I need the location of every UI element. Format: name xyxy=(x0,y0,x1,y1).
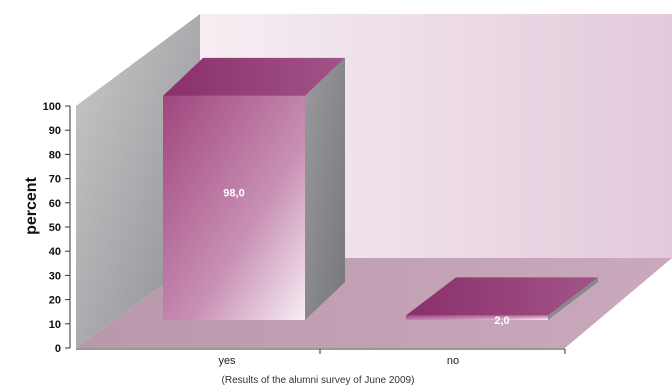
bar-side-face xyxy=(548,277,598,320)
y-tick-label: 10 xyxy=(49,319,61,331)
y-tick-label: 90 xyxy=(49,125,61,137)
chart-caption: (Results of the alumni survey of June 20… xyxy=(222,375,415,386)
x-tick-label: no xyxy=(447,355,459,367)
y-tick-label: 0 xyxy=(55,343,61,355)
bar-top-face xyxy=(163,57,345,96)
y-tick-label: 50 xyxy=(49,222,61,234)
data-label: 98,0 xyxy=(223,188,244,200)
y-tick-label: 20 xyxy=(49,295,61,307)
bars: 98,0 2,0 xyxy=(163,57,598,327)
y-tick-label: 60 xyxy=(49,198,61,210)
y-axis-ticks: 0 10 20 30 40 50 60 70 80 90 100 xyxy=(43,101,70,355)
data-label: 2,0 xyxy=(494,315,509,327)
y-tick-label: 30 xyxy=(49,270,61,282)
x-axis-labels: yes no xyxy=(218,355,459,367)
y-tick-label: 40 xyxy=(49,246,61,258)
y-tick-label: 80 xyxy=(49,149,61,161)
y-tick-label: 100 xyxy=(43,101,61,113)
y-tick-label: 70 xyxy=(49,174,61,186)
bar-top-face xyxy=(406,277,598,316)
y-axis-label: percent xyxy=(23,176,40,234)
bar-yes xyxy=(163,95,305,321)
bar-side-face xyxy=(305,57,345,321)
bar-no xyxy=(406,315,548,320)
x-tick-label: yes xyxy=(218,355,236,367)
